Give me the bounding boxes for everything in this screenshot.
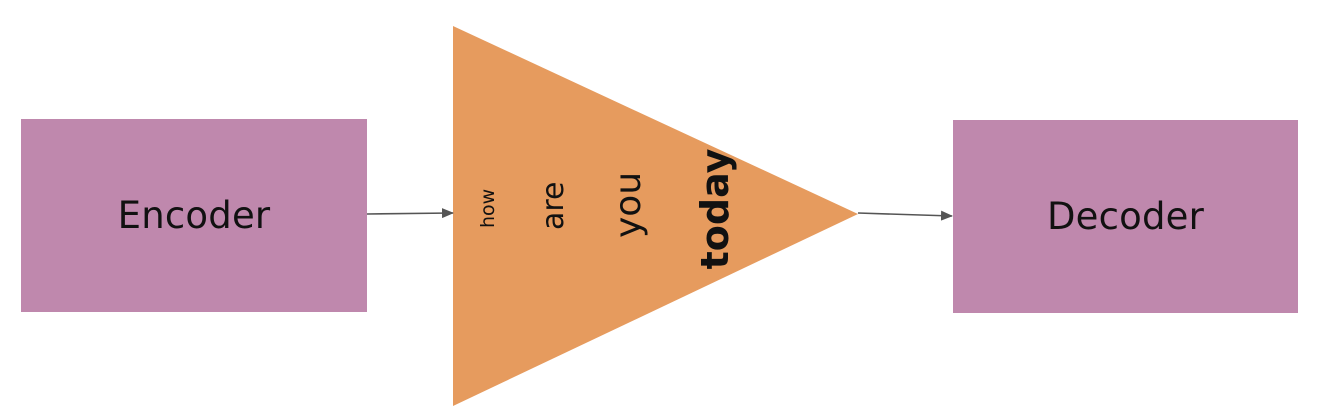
encoder-rect — [21, 119, 367, 312]
word-are: are — [536, 181, 571, 230]
decoder-rect — [953, 120, 1298, 313]
decoder-label: Decoder — [1046, 195, 1205, 238]
word-you: you — [608, 171, 649, 238]
word-today: today — [693, 148, 737, 270]
triangle-to-decoder-arrow — [857, 210, 953, 221]
encoder-label: Encoder — [117, 194, 271, 237]
encoder-to-triangle-arrow — [366, 208, 454, 219]
word-how: how — [477, 188, 499, 228]
attention-triangle — [453, 26, 858, 406]
